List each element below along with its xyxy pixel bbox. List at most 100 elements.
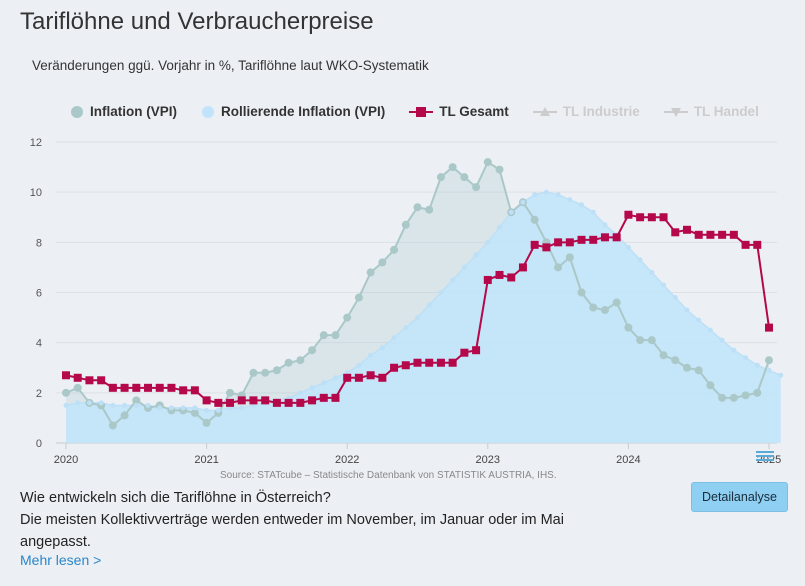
chart-source: Source: STATcube – Statistische Datenban… <box>220 470 557 481</box>
tl-gesamt-point <box>647 213 656 222</box>
legend-item-inflation[interactable]: Inflation (VPI) <box>70 104 177 119</box>
detailanalyse-button[interactable]: Detailanalyse <box>691 482 788 512</box>
tl-gesamt-point <box>671 228 680 237</box>
legend-item-tl-gesamt[interactable]: TL Gesamt <box>409 104 509 119</box>
tl-gesamt-point <box>167 383 176 392</box>
rolling-inflation-point <box>321 380 327 386</box>
rolling-inflation-point <box>719 337 725 343</box>
rolling-inflation-point <box>332 375 338 381</box>
tl-gesamt-point <box>378 373 387 382</box>
chart-legend: Inflation (VPI) Rollierende Inflation (V… <box>70 104 783 119</box>
rolling-inflation-area <box>66 192 781 443</box>
legend-item-rolling-inflation[interactable]: Rollierende Inflation (VPI) <box>201 104 385 119</box>
rolling-inflation-point <box>438 290 444 295</box>
legend-item-tl-handel[interactable]: TL Handel <box>663 104 759 119</box>
rolling-inflation-point <box>766 367 772 373</box>
rolling-inflation-point <box>297 390 303 396</box>
tl-gesamt-point <box>97 376 106 385</box>
rolling-inflation-point <box>497 224 503 230</box>
inflation-point <box>612 298 621 307</box>
hamburger-menu-icon[interactable] <box>754 448 776 464</box>
y-tick-label: 2 <box>36 388 42 400</box>
inflation-point <box>436 173 445 182</box>
tl-gesamt-point <box>413 358 422 367</box>
tl-gesamt-point <box>272 398 281 407</box>
rolling-inflation-point <box>192 405 198 411</box>
circle-marker-icon <box>202 105 214 118</box>
tl-gesamt-point <box>636 213 645 222</box>
tl-gesamt-point <box>577 235 586 244</box>
rolling-inflation-point <box>309 385 315 391</box>
tl-gesamt-point <box>495 270 504 279</box>
tl-gesamt-point <box>214 398 223 407</box>
tl-gesamt-point <box>108 383 117 392</box>
tl-gesamt-point <box>530 240 539 249</box>
rolling-inflation-point <box>379 345 385 351</box>
inflation-point <box>530 215 539 224</box>
rolling-inflation-point <box>403 325 409 331</box>
rolling-inflation-point <box>754 362 760 368</box>
tl-gesamt-point <box>132 383 141 392</box>
rolling-inflation-point <box>461 264 467 270</box>
tl-gesamt-point <box>331 393 340 402</box>
legend-label: Rollierende Inflation (VPI) <box>221 104 386 119</box>
tl-gesamt-point <box>190 386 199 395</box>
rolling-inflation-point <box>168 405 174 411</box>
tl-gesamt-point <box>366 371 375 380</box>
read-more-link[interactable]: Mehr lesen > <box>20 552 102 568</box>
tl-gesamt-point <box>261 396 270 405</box>
legend-label: TL Handel <box>693 104 759 119</box>
rolling-inflation-point <box>415 315 420 321</box>
tl-gesamt-point <box>296 398 305 407</box>
rolling-inflation-point <box>63 402 69 408</box>
rolling-inflation-point <box>684 307 690 313</box>
inflation-point <box>495 165 504 174</box>
inflation-point <box>577 288 586 297</box>
inflation-point <box>554 263 563 272</box>
legend-item-tl-industrie[interactable]: TL Industrie <box>532 104 640 119</box>
inflation-point <box>132 396 141 405</box>
tl-gesamt-point <box>308 396 317 405</box>
tl-gesamt-point <box>120 383 129 392</box>
inflation-point <box>425 205 434 214</box>
rolling-inflation-point <box>731 347 737 353</box>
rolling-inflation-point <box>567 197 573 203</box>
article-teaser: Wie entwickeln sich die Tariflöhne in Ös… <box>20 487 580 553</box>
inflation-point <box>682 363 691 372</box>
rolling-inflation-point <box>508 209 514 215</box>
rolling-inflation-point <box>110 402 116 408</box>
inflation-point <box>343 313 352 322</box>
y-tick-label: 12 <box>30 137 42 149</box>
y-tick-label: 0 <box>36 438 42 450</box>
inflation-point <box>694 366 703 375</box>
inflation-point <box>308 346 317 355</box>
inflation-point <box>390 245 399 254</box>
tl-gesamt-point <box>436 358 445 367</box>
legend-label: Inflation (VPI) <box>90 104 177 119</box>
inflation-point <box>589 303 598 312</box>
inflation-point <box>120 411 129 420</box>
rolling-inflation-point <box>579 202 585 208</box>
rolling-inflation-point <box>485 239 491 245</box>
teaser-question: Wie entwickeln sich die Tariflöhne in Ös… <box>20 490 331 506</box>
inflation-point <box>659 351 668 360</box>
rolling-inflation-point <box>356 362 362 368</box>
inflation-point <box>190 408 199 417</box>
inflation-point <box>565 253 574 262</box>
tl-gesamt-point <box>624 210 633 219</box>
rolling-inflation-point <box>696 317 702 323</box>
rolling-inflation-point <box>532 192 538 198</box>
rolling-inflation-point <box>450 277 456 283</box>
y-tick-label: 8 <box>36 237 42 249</box>
tl-gesamt-point <box>612 233 621 242</box>
teaser-body: Die meisten Kollektivverträge werden ent… <box>20 512 564 550</box>
rolling-inflation-point <box>555 192 561 198</box>
rolling-inflation-point <box>602 222 608 228</box>
rolling-inflation-point <box>543 189 549 195</box>
inflation-point <box>671 356 680 365</box>
chart-subtitle: Veränderungen ggü. Vorjahr in %, Tariflö… <box>32 58 429 73</box>
tl-gesamt-point <box>682 225 691 234</box>
rolling-inflation-point <box>204 407 210 413</box>
y-tick-label: 6 <box>36 288 42 300</box>
